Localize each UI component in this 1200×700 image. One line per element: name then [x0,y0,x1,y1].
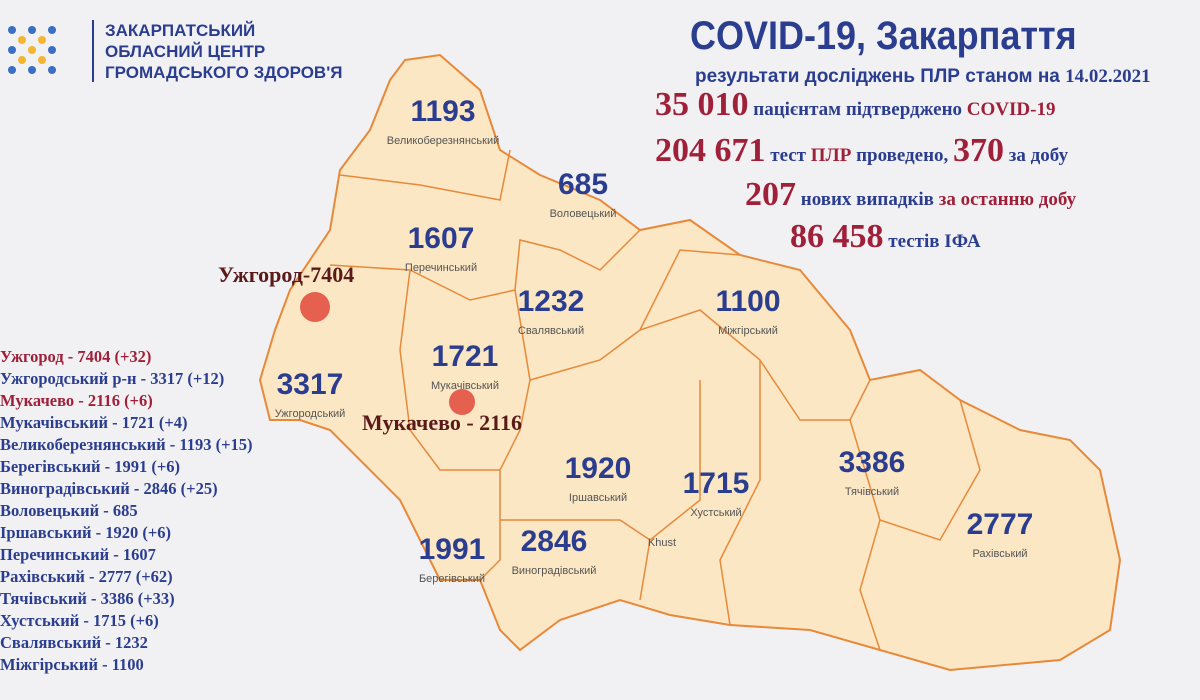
district-value: 1721 [431,340,499,373]
logo-icon [8,26,56,74]
district-name: Міжгірський [718,325,778,337]
district-name: Виноградівський [511,565,597,577]
district-name: Тячівський [844,486,900,498]
district-name: Рахівський [972,548,1028,560]
uzhhorod-marker [300,292,330,322]
list-item: Великоберезнянський - 1193 (+15) [0,435,253,454]
org-name: ЗАКАРПАТСЬКИЙ ОБЛАСНИЙ ЦЕНТР ГРОМАДСЬКОГ… [105,20,342,83]
report-date: 14.02.2021 [1065,66,1151,87]
district-name: Свалявський [517,325,585,337]
stat-new-cases: 207 нових випадків за останню добу [745,176,1076,214]
district-name: Мукачівський [431,380,499,392]
org-line: ОБЛАСНИЙ ЦЕНТР [105,42,266,61]
list-item: Берегівський - 1991 (+6) [0,457,181,476]
city-label-mukachevo: Мукачево - 2116 [362,410,522,435]
district-name: Воловецький [549,208,617,220]
stat-daily-value: 370 [953,132,1005,169]
list-item: Перечинський - 1607 [0,545,156,564]
logo-divider [92,20,94,82]
list-item: Рахівський - 2777 (+62) [0,567,173,586]
mukachevo-marker [449,389,475,415]
district-value: 1920 [564,452,632,485]
district-value: 685 [557,168,609,201]
list-item: Ужгородський р-н - 3317 (+12) [0,369,225,388]
stat-value: 204 671 [655,132,766,169]
district-value: 3386 [838,446,906,479]
stat-label: тестів ІФА [888,231,981,252]
district-name: Khust [647,537,677,549]
list-item: Виноградівський - 2846 (+25) [0,479,218,498]
list-item: Тячівський - 3386 (+33) [0,589,175,608]
stat-label: COVID-19 [966,99,1056,120]
district-value: 1100 [715,285,781,318]
district-value: 2846 [520,525,588,558]
stat-label: тест [770,145,807,166]
subtitle-text: результати досліджень ПЛР станом на [695,66,1060,87]
stat-tests: 204 671 тест ПЛР проведено, 370 за добу [655,132,1068,170]
district-borders [329,149,981,651]
stat-label: ПЛР [810,145,852,166]
district-name: Іршавський [568,492,628,504]
stat-value: 35 010 [655,86,749,123]
district-name: Хустський [690,507,742,519]
list-item: Воловецький - 685 [0,501,138,520]
zakarpattia-outline [258,53,1122,672]
district-value: 1193 [410,95,476,128]
list-item: Мукачівський - 1721 (+4) [0,413,188,432]
district-list: Ужгород - 7404 (+32) Ужгородський р-н - 3… [0,346,252,676]
district-value: 1991 [418,533,486,566]
stat-label: пацієнтам підтверджено [753,99,963,120]
subtitle: результати досліджень ПЛР станом на 14.0… [695,66,1151,88]
stat-confirmed: 35 010 пацієнтам підтверджено COVID-19 [655,86,1055,124]
district-name: Перечинський [404,262,478,274]
city-label-uzhhorod: Ужгород-7404 [218,262,355,287]
list-item: Мукачево - 2116 (+6) [0,391,153,410]
district-name: Ужгородський [274,408,346,420]
stat-label: проведено, [856,145,949,166]
stat-label: за останню добу [938,189,1077,210]
district-value: 2777 [966,508,1034,541]
list-item: Ужгород - 7404 (+32) [0,347,152,366]
stat-value: 86 458 [790,218,884,255]
district-name: Берегівський [418,573,486,585]
district-value: 3317 [276,368,344,401]
list-item: Іршавський - 1920 (+6) [0,523,171,542]
list-item: Хустський - 1715 (+6) [0,611,159,630]
org-line: ГРОМАДСЬКОГО ЗДОРОВ'Я [105,63,343,82]
district-name: Великоберезнянський [386,135,500,147]
district-value: 1232 [517,285,585,318]
stat-label: за добу [1008,145,1069,166]
list-item: Свалявський - 1232 [0,633,148,652]
district-value: 1715 [682,467,750,500]
list-item: Міжгірський - 1100 [0,655,144,674]
stat-value: 207 [745,176,796,213]
stat-ifa: 86 458 тестів ІФА [790,218,981,256]
district-value: 1607 [407,222,475,255]
stat-label: нових випадків [800,189,934,210]
page-title: COVID-19, Закарпаття [690,14,1077,58]
org-line: ЗАКАРПАТСЬКИЙ [105,21,256,40]
